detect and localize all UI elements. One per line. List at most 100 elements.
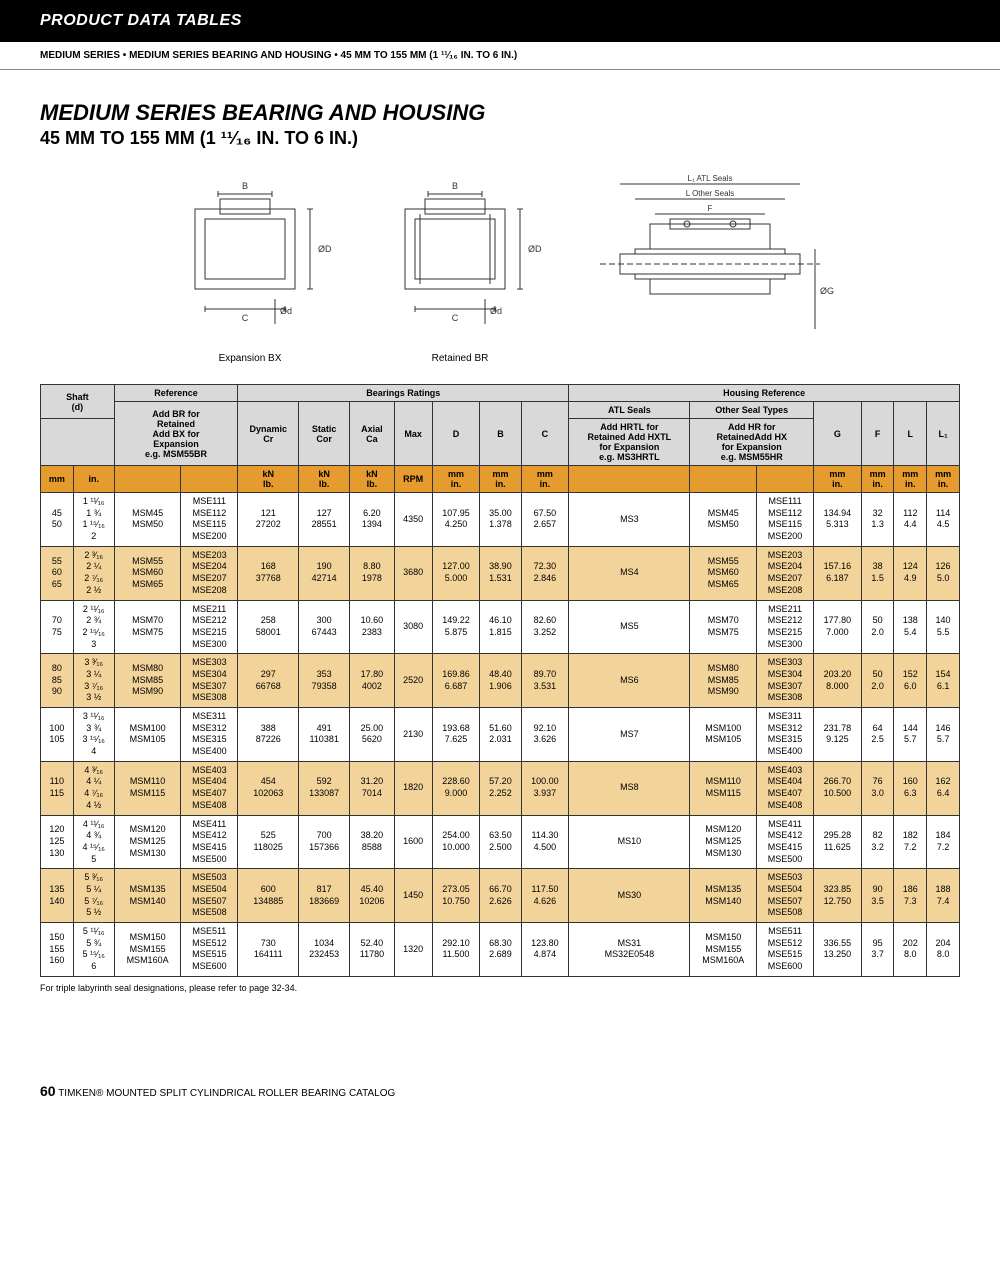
cell-msm: MSM150MSM155MSM160A (114, 923, 181, 977)
svg-text:B: B (242, 181, 248, 191)
cell-msm: MSM55MSM60MSM65 (114, 546, 181, 600)
unit-cell: kNlb. (299, 466, 350, 493)
cell-G: 231.789.125 (814, 708, 862, 762)
cell-stat: 817183669 (299, 869, 350, 923)
cell-atl: MS4 (569, 546, 690, 600)
cell-C: 72.302.846 (521, 546, 569, 600)
cell-D: 292.1011.500 (432, 923, 480, 977)
cell-D: 273.0510.750 (432, 869, 480, 923)
cell-other_mse: MSE503MSE504MSE507MSE508 (757, 869, 814, 923)
th-dyn: DynamicCr (238, 402, 299, 466)
table-note: For triple labyrinth seal designations, … (40, 983, 960, 993)
table-row: 1001053 ¹¹⁄₁₆3 ¾3 ¹⁵⁄₁₆4MSM100MSM105MSE3… (41, 708, 960, 762)
cell-shaft_in: 2 ¹¹⁄₁₆2 ¾2 ¹⁵⁄₁₆3 (73, 600, 114, 654)
cell-dyn: 454102063 (238, 761, 299, 815)
cell-L1: 1144.5 (927, 493, 960, 547)
cell-dyn: 600134885 (238, 869, 299, 923)
catalog-name: TIMKEN® MOUNTED SPLIT CYLINDRICAL ROLLER… (58, 1088, 395, 1099)
cell-mse: MSE411MSE412MSE415MSE500 (181, 815, 238, 869)
table-row: 45501 ¹¹⁄₁₆1 ¾1 ¹⁵⁄₁₆2MSM45MSM50MSE111MS… (41, 493, 960, 547)
cell-F: 502.0 (861, 600, 894, 654)
table-body: 45501 ¹¹⁄₁₆1 ¾1 ¹⁵⁄₁₆2MSM45MSM50MSE111MS… (41, 493, 960, 977)
cell-axial: 31.207014 (350, 761, 394, 815)
diagram-bx-label: Expansion BX (160, 353, 340, 364)
page-title: MEDIUM SERIES BEARING AND HOUSING 45 MM … (40, 100, 960, 149)
title-sub: 45 MM TO 155 MM (1 ¹¹⁄₁₆ IN. TO 6 IN.) (40, 128, 960, 149)
unit-cell: mmin. (480, 466, 521, 493)
cell-other_mse: MSE303MSE304MSE307MSE308 (757, 654, 814, 708)
cell-other_msm: MSM70MSM75 (690, 600, 757, 654)
cell-C: 100.003.937 (521, 761, 569, 815)
table-row: 70752 ¹¹⁄₁₆2 ¾2 ¹⁵⁄₁₆3MSM70MSM75MSE211MS… (41, 600, 960, 654)
data-table: Shaft(d) Reference Bearings Ratings Hous… (40, 384, 960, 977)
th-housing: Housing Reference (569, 385, 960, 402)
cell-L1: 2048.0 (927, 923, 960, 977)
cell-B: 68.302.689 (480, 923, 521, 977)
cell-dyn: 16837768 (238, 546, 299, 600)
cell-L: 2028.0 (894, 923, 927, 977)
cell-L1: 1265.0 (927, 546, 960, 600)
cell-C: 117.504.626 (521, 869, 569, 923)
table-row: 8085903 ³⁄₁₆3 ¼3 ⁷⁄₁₆3 ½MSM80MSM85MSM90M… (41, 654, 960, 708)
th-max: Max (394, 402, 432, 466)
cell-other_msm: MSM45MSM50 (690, 493, 757, 547)
unit-cell: mm (41, 466, 74, 493)
cell-shaft_mm: 556065 (41, 546, 74, 600)
cell-other_mse: MSE111MSE112MSE115MSE200 (757, 493, 814, 547)
cell-rpm: 1600 (394, 815, 432, 869)
cell-shaft_mm: 100105 (41, 708, 74, 762)
cell-rpm: 2520 (394, 654, 432, 708)
table-row: 1201251304 ¹¹⁄₁₆4 ¾4 ¹⁵⁄₁₆5MSM120MSM125M… (41, 815, 960, 869)
cell-rpm: 3680 (394, 546, 432, 600)
cell-C: 82.603.252 (521, 600, 569, 654)
cell-D: 193.687.625 (432, 708, 480, 762)
cell-F: 642.5 (861, 708, 894, 762)
diagram-bx: B ØD Ød C Expansion BX (160, 169, 340, 364)
svg-text:Ød: Ød (490, 306, 502, 316)
cell-C: 92.103.626 (521, 708, 569, 762)
cell-mse: MSE311MSE312MSE315MSE400 (181, 708, 238, 762)
cell-C: 123.804.874 (521, 923, 569, 977)
diagram-housing: L₁ ATL Seals L Other Seals F ØG (580, 169, 840, 364)
cell-B: 38.901.531 (480, 546, 521, 600)
cell-F: 381.5 (861, 546, 894, 600)
unit-cell: mmin. (432, 466, 480, 493)
cell-L1: 1465.7 (927, 708, 960, 762)
cell-G: 134.945.313 (814, 493, 862, 547)
unit-cell (569, 466, 690, 493)
diagram-br-label: Retained BR (370, 353, 550, 364)
cell-rpm: 4350 (394, 493, 432, 547)
cell-F: 823.2 (861, 815, 894, 869)
cell-B: 51.602.031 (480, 708, 521, 762)
cell-L: 1827.2 (894, 815, 927, 869)
unit-cell: mmin. (894, 466, 927, 493)
cell-G: 157.166.187 (814, 546, 862, 600)
cell-other_msm: MSM80MSM85MSM90 (690, 654, 757, 708)
unit-cell (690, 466, 757, 493)
cell-msm: MSM110MSM115 (114, 761, 181, 815)
cell-shaft_mm: 135140 (41, 869, 74, 923)
cell-stat: 35379358 (299, 654, 350, 708)
th-F: F (861, 402, 894, 466)
breadcrumb: MEDIUM SERIES • MEDIUM SERIES BEARING AN… (0, 42, 1000, 70)
unit-cell: mmin. (814, 466, 862, 493)
cell-B: 48.401.906 (480, 654, 521, 708)
th-other: Other Seal Types (690, 402, 814, 419)
cell-dyn: 525118025 (238, 815, 299, 869)
cell-G: 266.7010.500 (814, 761, 862, 815)
unit-cell (114, 466, 181, 493)
cell-msm: MSM70MSM75 (114, 600, 181, 654)
cell-other_msm: MSM110MSM115 (690, 761, 757, 815)
cell-stat: 592133087 (299, 761, 350, 815)
cell-axial: 8.801978 (350, 546, 394, 600)
cell-other_mse: MSE211MSE212MSE215MSE300 (757, 600, 814, 654)
cell-rpm: 1320 (394, 923, 432, 977)
svg-text:C: C (242, 313, 249, 323)
cell-F: 903.5 (861, 869, 894, 923)
svg-text:F: F (708, 204, 713, 213)
cell-other_msm: MSM120MSM125MSM130 (690, 815, 757, 869)
cell-stat: 12728551 (299, 493, 350, 547)
header-title: PRODUCT DATA TABLES (40, 12, 960, 30)
svg-text:C: C (452, 313, 459, 323)
cell-D: 149.225.875 (432, 600, 480, 654)
